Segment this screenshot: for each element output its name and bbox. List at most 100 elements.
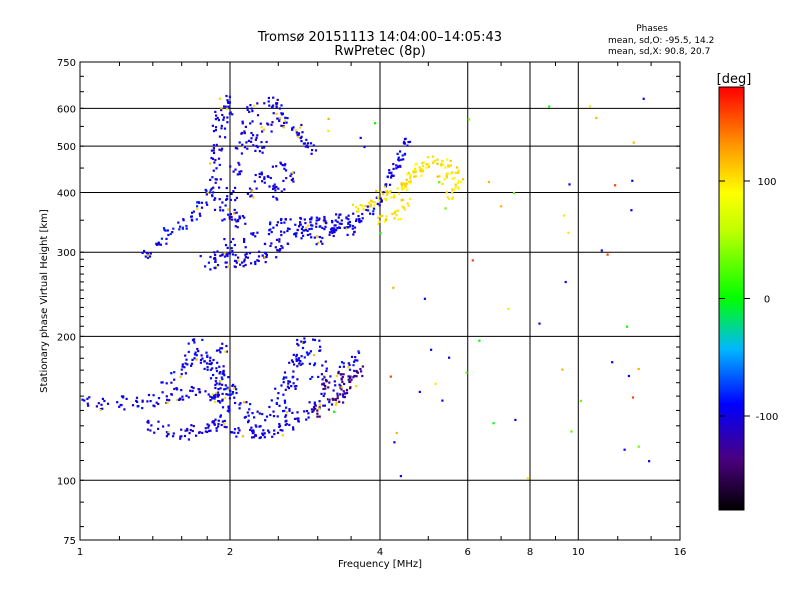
- data-point: [318, 339, 321, 342]
- data-point: [122, 396, 125, 399]
- data-point: [302, 234, 305, 237]
- data-point: [312, 144, 315, 147]
- data-point: [288, 361, 291, 364]
- data-point: [270, 242, 273, 245]
- data-point: [398, 192, 401, 195]
- data-point: [222, 372, 225, 375]
- data-point: [215, 392, 218, 395]
- data-point: [311, 375, 314, 379]
- data-point: [295, 358, 298, 361]
- data-point: [216, 250, 219, 253]
- data-point: [178, 398, 181, 401]
- data-point: [235, 196, 238, 199]
- data-point: [158, 243, 161, 246]
- data-point: [246, 106, 249, 109]
- data-point: [351, 224, 355, 228]
- data-point: [235, 261, 238, 264]
- y-tick-label: 750: [57, 58, 76, 69]
- data-point: [323, 392, 326, 395]
- data-point: [614, 184, 617, 187]
- data-point: [186, 363, 189, 366]
- data-point: [245, 141, 248, 144]
- data-point: [251, 412, 254, 415]
- data-point: [283, 409, 286, 412]
- data-point: [198, 212, 201, 215]
- data-point: [403, 208, 407, 211]
- data-point: [561, 368, 564, 371]
- data-point: [211, 367, 214, 370]
- data-point: [310, 218, 313, 221]
- data-point: [414, 175, 417, 178]
- data-point: [258, 250, 261, 253]
- data-point: [446, 196, 449, 199]
- data-point: [247, 414, 250, 417]
- data-point: [400, 184, 403, 187]
- data-point: [224, 244, 228, 247]
- data-point: [349, 376, 352, 379]
- data-point: [319, 225, 322, 228]
- data-point: [406, 144, 409, 147]
- data-point: [392, 163, 395, 166]
- data-point: [181, 395, 184, 398]
- data-point: [243, 132, 246, 135]
- data-point: [397, 158, 400, 161]
- data-point: [170, 372, 173, 375]
- data-point: [383, 185, 386, 188]
- data-point: [225, 344, 228, 348]
- data-point: [385, 190, 388, 193]
- data-point: [303, 341, 306, 344]
- data-point: [357, 215, 360, 218]
- data-point: [276, 249, 279, 252]
- data-point: [136, 405, 139, 408]
- data-point: [223, 105, 226, 108]
- data-point: [201, 431, 204, 434]
- data-point: [291, 171, 294, 174]
- data-point: [283, 221, 286, 224]
- data-point: [200, 201, 203, 204]
- data-point: [212, 169, 215, 172]
- data-point: [219, 347, 222, 350]
- data-point: [195, 354, 198, 357]
- data-point: [210, 156, 213, 160]
- data-point: [222, 209, 225, 212]
- data-point: [451, 188, 454, 191]
- data-point: [298, 362, 301, 365]
- data-point: [204, 390, 207, 393]
- data-point: [343, 382, 346, 386]
- data-point: [201, 338, 204, 341]
- data-point: [330, 228, 333, 231]
- data-point: [291, 177, 294, 180]
- data-point: [292, 428, 295, 431]
- data-point: [355, 219, 358, 222]
- data-point: [256, 231, 259, 234]
- data-point: [361, 374, 364, 378]
- data-point: [229, 213, 232, 216]
- data-point: [322, 404, 325, 407]
- data-point: [311, 410, 314, 413]
- data-point: [101, 397, 104, 400]
- data-point: [318, 407, 321, 410]
- data-point: [152, 404, 155, 407]
- data-point: [421, 170, 424, 173]
- data-point: [310, 152, 313, 155]
- data-point: [125, 397, 128, 400]
- data-point: [233, 208, 236, 211]
- data-point: [342, 401, 345, 404]
- data-point: [173, 371, 176, 374]
- data-point: [345, 388, 349, 392]
- data-point: [272, 96, 275, 99]
- data-point: [228, 410, 231, 414]
- data-point: [286, 227, 290, 230]
- data-point: [433, 160, 436, 163]
- data-point: [205, 362, 209, 365]
- data-point: [173, 378, 176, 381]
- data-point: [95, 405, 98, 408]
- data-point: [270, 123, 273, 126]
- data-point: [225, 187, 228, 190]
- data-point: [191, 358, 194, 361]
- data-point: [397, 156, 400, 159]
- data-point: [377, 222, 380, 226]
- data-point: [169, 232, 172, 235]
- data-point: [327, 130, 330, 133]
- data-point: [648, 460, 651, 463]
